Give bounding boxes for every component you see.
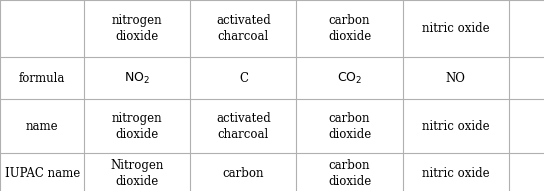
Text: $\mathregular{NO_2}$: $\mathregular{NO_2}$: [125, 71, 150, 86]
Text: $\mathregular{CO_2}$: $\mathregular{CO_2}$: [337, 71, 362, 86]
Text: nitric oxide: nitric oxide: [422, 167, 490, 180]
Text: nitric oxide: nitric oxide: [422, 120, 490, 133]
Text: activated
charcoal: activated charcoal: [216, 14, 271, 43]
Text: C: C: [239, 72, 248, 85]
Text: nitrogen
dioxide: nitrogen dioxide: [112, 14, 163, 43]
Text: NO: NO: [446, 72, 466, 85]
Text: IUPAC name: IUPAC name: [4, 167, 80, 180]
Text: carbon
dioxide: carbon dioxide: [328, 14, 371, 43]
Text: carbon: carbon: [222, 167, 264, 180]
Text: formula: formula: [19, 72, 65, 85]
Text: Nitrogen
dioxide: Nitrogen dioxide: [110, 159, 164, 188]
Text: nitric oxide: nitric oxide: [422, 22, 490, 35]
Text: carbon
dioxide: carbon dioxide: [328, 159, 371, 188]
Text: carbon
dioxide: carbon dioxide: [328, 112, 371, 141]
Text: activated
charcoal: activated charcoal: [216, 112, 271, 141]
Text: nitrogen
dioxide: nitrogen dioxide: [112, 112, 163, 141]
Text: name: name: [26, 120, 58, 133]
